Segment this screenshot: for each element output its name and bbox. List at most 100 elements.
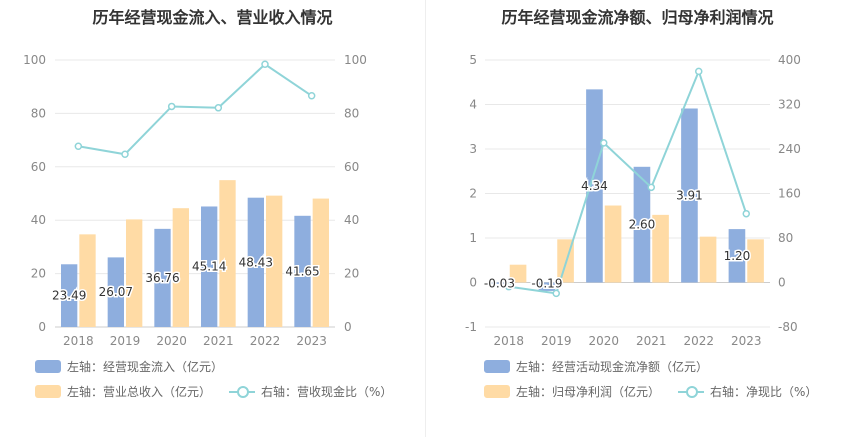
data-label: 26.07	[99, 285, 133, 299]
y-tick-label-left: 100	[23, 53, 46, 67]
series-line	[508, 68, 748, 295]
y-tick-label-left: 20	[31, 267, 46, 281]
x-tick-label: 2021	[636, 334, 667, 348]
legend-label: 右轴：净现比（%）	[710, 385, 818, 399]
y-tick-label-right: 60	[344, 160, 359, 174]
data-label: -0.19	[531, 277, 562, 291]
bar-primary	[201, 206, 218, 327]
y-tick-label-left: 80	[31, 106, 46, 120]
left-chart-panel: 历年经营现金流入、营业收入情况 0 20 40 60 80 100 0 20 40 60 80 100…	[23, 8, 410, 400]
bar-primary	[586, 89, 603, 283]
x-tick-label: 2019	[541, 334, 572, 348]
line-point	[552, 289, 560, 298]
y-tick-label-right: 0	[778, 276, 786, 290]
bar-secondary	[509, 264, 527, 283]
legend-label: 左轴：经营现金流入（亿元）	[67, 360, 224, 374]
x-tick-label: 2023	[731, 334, 762, 348]
legend-row: 左轴：营业总收入（亿元） 右轴：营收现金比（%）	[35, 383, 410, 400]
line-point	[121, 150, 129, 159]
bar-primary	[107, 257, 124, 327]
line-point	[167, 102, 176, 111]
bar-secondary	[652, 214, 669, 283]
bar-primary	[294, 215, 311, 327]
legend-item[interactable]: 左轴：经营活动现金流净额（亿元）	[484, 358, 708, 375]
y-tick-label-right: 400	[778, 53, 801, 67]
bar-primary	[491, 282, 508, 284]
legend-label: 左轴：经营活动现金流净额（亿元）	[516, 360, 709, 374]
legend-swatch	[484, 360, 510, 373]
y-tick-label-left: 1	[469, 231, 477, 245]
data-label: 36.76	[145, 271, 179, 285]
x-tick-label: 2020	[156, 334, 187, 348]
bar-primary	[154, 228, 171, 327]
x-tick-label: 2019	[110, 334, 141, 348]
bar-primary	[728, 229, 746, 283]
chart-title: 历年经营现金流入、营业收入情况	[92, 8, 333, 27]
y-tick-label-left: -1	[465, 320, 477, 334]
line-point	[74, 142, 83, 150]
bar-secondary	[699, 236, 717, 283]
bar-secondary	[79, 234, 96, 327]
y-tick-label-right: 80	[344, 106, 359, 120]
legend-label: 右轴：营收现金比（%）	[261, 385, 393, 399]
series-line	[78, 62, 313, 156]
legend-swatch	[35, 385, 61, 398]
bar-secondary	[126, 219, 143, 327]
legend-row: 左轴：归母净利润（亿元） 右轴：净现比（%）	[484, 383, 835, 400]
x-tick-label: 2022	[250, 334, 281, 348]
y-tick-label-right: 320	[778, 98, 801, 112]
y-tick-label-right: 20	[344, 267, 359, 281]
bar-secondary	[219, 180, 236, 327]
y-tick-label-left: 3	[469, 142, 477, 156]
legend-label: 左轴：营业总收入（亿元）	[67, 385, 212, 399]
line-point	[261, 60, 269, 69]
x-tick-label: 2022	[683, 334, 714, 348]
line-point	[600, 139, 608, 147]
y-tick-label-left: 60	[31, 160, 46, 174]
chart-svg: -1 0 1 2 3 4 5 -80 0 80 160 240 320 400 2018 2019 2020 20…	[465, 53, 801, 348]
y-tick-label-left: 0	[38, 320, 46, 334]
chart-title: 历年经营现金流净额、归母净利润情况	[501, 8, 774, 27]
x-tick-label: 2021	[203, 334, 234, 348]
panel-divider	[425, 0, 426, 437]
legend-swatch	[484, 385, 510, 398]
legend-item[interactable]: 左轴：营业总收入（亿元）	[35, 383, 211, 400]
legend-label: 左轴：归母净利润（亿元）	[516, 385, 661, 399]
line-point	[307, 92, 316, 100]
legend-row: 左轴：经营活动现金流净额（亿元）	[484, 358, 726, 375]
y-tick-label-right: 0	[344, 320, 352, 334]
data-label: 48.43	[239, 255, 273, 269]
legend-line-swatch	[229, 385, 256, 398]
bar-primary	[61, 264, 78, 327]
line-point	[214, 104, 223, 112]
bar-primary	[247, 197, 264, 327]
legend-line-swatch	[678, 385, 705, 398]
data-label: 4.34	[581, 179, 608, 193]
data-label: -0.03	[484, 277, 515, 291]
legend-item[interactable]: 右轴：营收现金比（%）	[229, 383, 392, 400]
chart-svg: 0 20 40 60 80 100 0 20 40 60 80 100 2018 2019 2020 2021…	[23, 53, 367, 348]
y-tick-label-right: 80	[778, 231, 793, 245]
y-tick-label-left: 0	[469, 276, 477, 290]
line-point	[695, 67, 703, 76]
legend-swatch	[35, 360, 61, 373]
bar-secondary	[172, 208, 189, 327]
legend-item[interactable]: 右轴：净现比（%）	[678, 383, 817, 400]
y-tick-label-left: 4	[469, 98, 477, 112]
y-tick-label-left: 5	[469, 53, 477, 67]
y-tick-label-right: 100	[344, 53, 367, 67]
x-tick-label: 2023	[296, 334, 327, 348]
bar-secondary	[604, 205, 622, 283]
right-chart-panel: 历年经营现金流净额、归母净利润情况 -1 0 1 2 3 4 5 -80 0 80 160 240 32…	[425, 0, 850, 437]
bar-secondary	[266, 195, 283, 327]
y-tick-label-left: 40	[31, 213, 46, 227]
bar-primary	[681, 108, 698, 283]
data-label: 1.20	[724, 249, 751, 263]
y-tick-label-right: 40	[344, 213, 359, 227]
x-tick-label: 2020	[588, 334, 619, 348]
bar-secondary	[312, 198, 329, 327]
legend-item[interactable]: 左轴：归母净利润（亿元）	[484, 383, 660, 400]
data-label: 2.60	[629, 218, 656, 232]
y-tick-label-right: 160	[778, 187, 801, 201]
legend-item[interactable]: 左轴：经营现金流入（亿元）	[35, 358, 223, 375]
